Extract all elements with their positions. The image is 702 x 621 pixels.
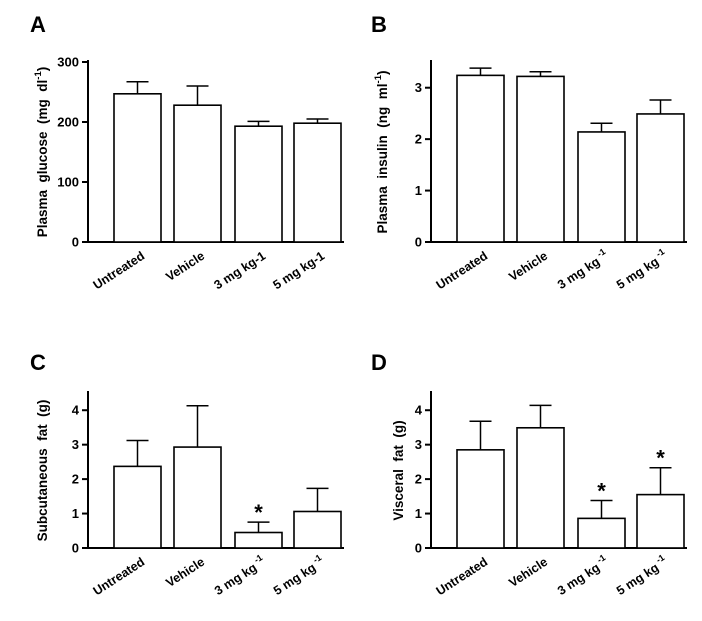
chart-panel-c: C 0 1 2 3 4 Subcutaneous fat (g) * Untreated Vehi…	[30, 350, 344, 598]
panel-letter: D	[371, 350, 387, 375]
panel-letter: A	[30, 12, 46, 37]
category-label-text: Vehicle	[163, 249, 207, 284]
category-label: 3 mg kg -1	[553, 246, 611, 292]
category-label-text: 3 mg kg	[212, 561, 259, 598]
y-tick-label: 2	[415, 132, 422, 147]
bar	[516, 75, 565, 243]
y-axis-label-superscript: -1	[373, 74, 384, 83]
y-axis-label: Plasma glucose (mg dl-1)	[33, 67, 50, 238]
bar	[113, 93, 162, 243]
category-label-superscript: -1	[309, 552, 323, 566]
chart-panel-d: D 0 1 2 3 4 Visceral fat (g) * * Untreated Vehicle…	[371, 350, 687, 598]
y-tick-label: 0	[415, 235, 422, 250]
y-axis-label: Plasma insulin (ng ml-1)	[373, 71, 390, 234]
bar	[293, 510, 342, 549]
bar	[234, 531, 283, 549]
y-axis-label: Subcutaneous fat (g)	[35, 400, 50, 542]
y-tick-label: 1	[415, 506, 422, 521]
category-label: 5 mg kg -1	[612, 246, 670, 292]
category-label-text: 3 mg kg	[555, 255, 602, 292]
category-label-superscript: -1	[593, 246, 607, 260]
significance-star: *	[254, 500, 263, 525]
y-tick-label: 0	[72, 541, 79, 556]
y-tick-label: 300	[57, 55, 79, 70]
y-tick-label: 100	[57, 175, 79, 190]
y-tick-label: 4	[72, 403, 80, 418]
y-axis-label-end: )	[35, 67, 50, 72]
bar	[113, 465, 162, 549]
category-label: Vehicle	[163, 249, 207, 284]
category-label-text: Untreated	[434, 249, 491, 293]
bar	[234, 125, 283, 243]
category-label: Vehicle	[163, 555, 207, 590]
y-tick-label: 0	[72, 235, 79, 250]
category-label: 3 mg kg-1	[212, 249, 269, 293]
category-label-text: 5 mg kg	[614, 561, 661, 598]
category-label-text: Untreated	[434, 555, 491, 599]
y-axis-label: Visceral fat (g)	[391, 420, 406, 520]
y-axis-label-text: Visceral fat (g)	[391, 420, 406, 520]
category-label: 5 mg kg -1	[269, 552, 327, 598]
y-tick-label: 3	[415, 437, 422, 452]
y-tick-label: 3	[72, 437, 79, 452]
bar	[577, 131, 626, 243]
bar	[173, 104, 222, 243]
category-label-superscript: -1	[652, 552, 666, 566]
y-tick-label: 4	[415, 403, 423, 418]
category-label-text: Untreated	[91, 249, 148, 293]
category-label-text: Untreated	[91, 555, 148, 599]
category-label-text: 5 mg kg	[271, 561, 318, 598]
bar	[456, 449, 505, 549]
bar	[173, 446, 222, 549]
y-axis-label-text: Subcutaneous fat (g)	[35, 400, 50, 542]
category-label: Vehicle	[506, 249, 550, 284]
significance-star: *	[597, 478, 606, 503]
bar	[636, 493, 685, 549]
y-axis-label-superscript: -1	[33, 71, 44, 80]
y-tick-label: 2	[415, 472, 422, 487]
y-tick-label: 1	[415, 183, 422, 198]
significance-star: *	[656, 446, 665, 471]
y-tick-label: 200	[57, 115, 79, 130]
category-label-text: Vehicle	[506, 249, 550, 284]
y-tick-label: 1	[72, 506, 79, 521]
category-label: 3 mg kg -1	[210, 552, 268, 598]
y-axis-label-text: Plasma glucose (mg dl	[35, 80, 50, 238]
chart-panel-a: A 0 100 200 300 Plasma glucose (mg dl-1) Untre…	[30, 12, 344, 292]
panel-letter: B	[371, 12, 387, 37]
y-tick-label: 2	[72, 472, 79, 487]
category-label: Untreated	[434, 555, 491, 599]
category-label-text: 3 mg kg	[555, 561, 602, 598]
bar	[516, 426, 565, 549]
bar	[636, 113, 685, 243]
category-label: Vehicle	[506, 555, 550, 590]
y-tick-label: 0	[415, 541, 422, 556]
category-label: 5 mg kg -1	[612, 552, 670, 598]
category-label-superscript: -1	[652, 246, 666, 260]
category-label: Untreated	[434, 249, 491, 293]
category-label-text: 5 mg kg	[614, 255, 661, 292]
category-label: 5 mg kg-1	[271, 249, 328, 293]
category-label-superscript: -1	[593, 552, 607, 566]
category-label-text: Vehicle	[506, 555, 550, 590]
y-axis-label-text: Plasma insulin (ng ml	[375, 83, 390, 233]
y-axis-label-end: )	[375, 71, 390, 76]
bar	[293, 122, 342, 243]
y-tick-label: 3	[415, 80, 422, 95]
category-label-text: Vehicle	[163, 555, 207, 590]
category-label-superscript: -1	[250, 552, 264, 566]
bar	[456, 74, 505, 243]
category-label: Untreated	[91, 555, 148, 599]
category-label: 3 mg kg -1	[553, 552, 611, 598]
panel-letter: C	[30, 350, 46, 375]
category-label: Untreated	[91, 249, 148, 293]
bar	[577, 517, 626, 549]
category-label-text: 3 mg kg-1	[212, 249, 269, 293]
category-label-text: 5 mg kg-1	[271, 249, 328, 293]
